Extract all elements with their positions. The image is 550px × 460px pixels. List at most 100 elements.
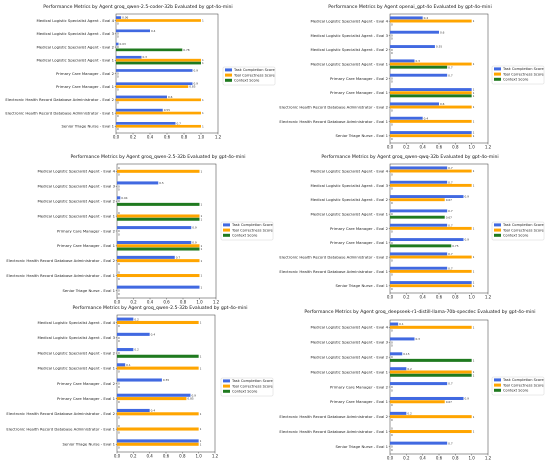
data-label: 1 bbox=[473, 430, 475, 434]
data-label: 0 bbox=[391, 340, 393, 344]
data-label: 0.4 bbox=[151, 332, 156, 336]
data-label: 1 bbox=[473, 119, 475, 123]
bar bbox=[390, 352, 403, 356]
x-tick-label: 0.8 bbox=[180, 300, 187, 305]
legend-swatch bbox=[223, 384, 230, 388]
y-tick-label: Primary Care Manager - Eval 2 bbox=[57, 228, 116, 233]
y-tick-label: Electronic Health Record Database Admini… bbox=[279, 254, 388, 259]
x-tick-label: 0.8 bbox=[181, 135, 188, 140]
bar bbox=[390, 238, 464, 242]
bar bbox=[390, 337, 415, 341]
bar bbox=[117, 332, 150, 336]
bar bbox=[390, 102, 439, 106]
bar bbox=[390, 400, 445, 404]
data-label: 0.3 bbox=[416, 59, 421, 63]
bar bbox=[390, 430, 472, 434]
data-label: 0.9 bbox=[192, 226, 197, 230]
data-label: 1 bbox=[201, 274, 203, 278]
data-label: 0.9 bbox=[465, 397, 470, 401]
chart-title: Performance Metrics by Agent groq_qwen-q… bbox=[321, 154, 498, 160]
data-label: 0 bbox=[391, 273, 393, 277]
legend-swatch bbox=[225, 78, 232, 82]
legend-label: Tool Correctness Score bbox=[502, 383, 544, 387]
bar bbox=[390, 45, 435, 49]
x-tick-label: 0.4 bbox=[146, 454, 153, 459]
legend-label: Task Completion Score bbox=[502, 223, 544, 227]
x-tick-label: 1.0 bbox=[195, 454, 202, 459]
data-label: 0.9 bbox=[194, 68, 199, 72]
x-tick-label: 0.6 bbox=[436, 145, 443, 150]
bar bbox=[116, 48, 183, 52]
y-tick-label: Medical Logistic Specialist Agent - Eval… bbox=[38, 350, 116, 355]
bar bbox=[117, 366, 199, 370]
data-label: 0 bbox=[391, 355, 393, 359]
bar bbox=[117, 427, 199, 431]
data-label: 1 bbox=[473, 62, 475, 66]
data-label: 0 bbox=[117, 35, 119, 39]
x-tick-label: 0.2 bbox=[403, 145, 410, 150]
legend-swatch bbox=[494, 228, 501, 232]
bar bbox=[390, 131, 472, 135]
bar bbox=[390, 441, 448, 445]
data-label: 0 bbox=[118, 289, 120, 293]
data-label: 0 bbox=[391, 108, 393, 112]
y-tick-label: Medical Logistic Specialist Agent - Eval… bbox=[311, 33, 389, 38]
x-tick-label: 1.0 bbox=[468, 295, 475, 300]
bar bbox=[117, 378, 162, 382]
y-tick-label: Medical Logistic Specialist Agent - Eval… bbox=[37, 58, 115, 63]
legend-swatch bbox=[223, 228, 230, 232]
y-tick-label: Medical Logistic Specialist Agent - Eval… bbox=[311, 18, 389, 23]
data-label: 0 bbox=[118, 166, 120, 170]
data-label: 0 bbox=[117, 101, 119, 105]
y-tick-label: Medical Logistic Specialist Agent - Eval… bbox=[311, 355, 389, 360]
y-tick-label: Medical Logistic Specialist Agent - Eval… bbox=[38, 169, 116, 174]
bar bbox=[117, 214, 200, 218]
data-label: 0.7 bbox=[176, 255, 181, 259]
data-label: 0.2 bbox=[134, 348, 139, 352]
data-label: 1 bbox=[201, 202, 203, 206]
bar bbox=[390, 269, 472, 273]
x-tick-label: 0.6 bbox=[436, 456, 443, 460]
data-label: 0.4 bbox=[424, 116, 429, 120]
data-label: 1 bbox=[201, 217, 203, 221]
data-label: 0 bbox=[118, 232, 120, 236]
legend-frame bbox=[222, 66, 276, 86]
bar bbox=[390, 325, 472, 329]
x-tick-label: 1.2 bbox=[215, 135, 222, 140]
data-label: 0.3 bbox=[143, 55, 148, 59]
y-tick-label: Medical Logistic Specialist Agent - Eval… bbox=[38, 199, 116, 204]
bar bbox=[116, 108, 163, 112]
bar bbox=[390, 396, 464, 400]
bar bbox=[390, 195, 464, 199]
y-tick-label: Primary Care Manager - Eval 1 bbox=[330, 240, 389, 245]
bar bbox=[390, 119, 472, 123]
data-label: 0 bbox=[391, 201, 393, 205]
data-label: 1 bbox=[473, 284, 475, 288]
bar bbox=[117, 240, 192, 244]
bar bbox=[390, 244, 452, 248]
y-tick-label: Electronic Health Record Database Admini… bbox=[5, 110, 114, 115]
data-label: 0 bbox=[391, 448, 393, 452]
bar bbox=[117, 393, 191, 397]
data-label: 0 bbox=[391, 329, 393, 333]
x-tick-label: 0.0 bbox=[387, 295, 394, 300]
data-label: 0.67 bbox=[446, 215, 452, 219]
data-label: 1 bbox=[473, 88, 475, 92]
y-tick-label: Primary Care Manager - Eval 1 bbox=[57, 396, 116, 401]
bar bbox=[390, 266, 448, 270]
data-label: 0.9 bbox=[192, 241, 197, 245]
bar bbox=[390, 281, 472, 285]
data-label: 1 bbox=[202, 61, 204, 65]
data-label: 0.7 bbox=[177, 121, 182, 125]
data-label: 0 bbox=[391, 212, 393, 216]
legend-swatch bbox=[494, 72, 501, 76]
data-label: 0 bbox=[391, 388, 393, 392]
y-tick-label: Electronic Health Record Database Admini… bbox=[279, 429, 388, 434]
y-tick-label: Medical Logistic Specialist Agent - Eval… bbox=[38, 320, 116, 325]
bar bbox=[390, 88, 472, 92]
data-label: 0.2 bbox=[407, 411, 412, 415]
data-label: 1 bbox=[473, 19, 475, 23]
bar bbox=[116, 95, 167, 99]
x-tick-label: 0.8 bbox=[179, 454, 186, 459]
bar bbox=[117, 408, 150, 413]
